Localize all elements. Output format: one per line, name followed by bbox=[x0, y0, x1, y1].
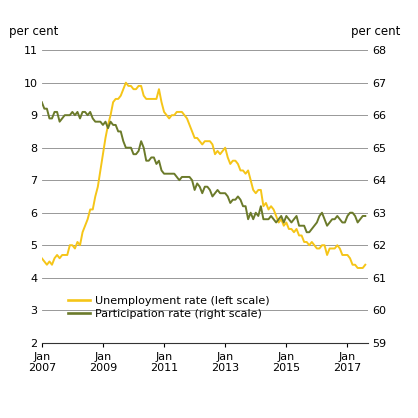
Text: per cent: per cent bbox=[9, 25, 59, 38]
Text: per cent: per cent bbox=[351, 25, 400, 38]
Legend: Unemployment rate (left scale), Participation rate (right scale): Unemployment rate (left scale), Particip… bbox=[68, 296, 269, 319]
